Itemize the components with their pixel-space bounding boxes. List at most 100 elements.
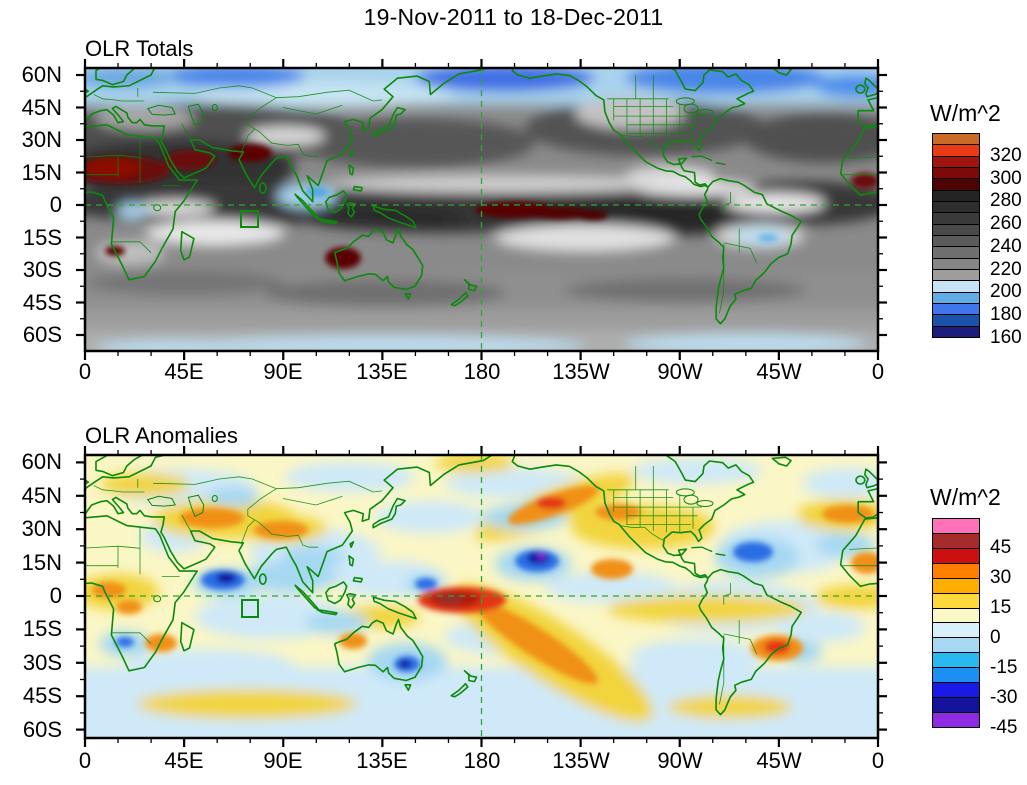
- x-tick-label: 45E: [164, 748, 204, 773]
- colorbar-cell: [933, 212, 979, 224]
- y-tick-label: 45N: [21, 483, 62, 508]
- x-tick-label: 45E: [164, 359, 204, 384]
- x-tick-label: 135E: [356, 748, 408, 773]
- colorbar-cell: [933, 577, 979, 593]
- colorbar-tick-label: 180: [990, 304, 1022, 326]
- colorbar-tick-label: 160: [990, 327, 1022, 348]
- colorbar-tick-label: 320: [990, 144, 1022, 166]
- panel1-x-axis: 0 45E 90E 135E 180 135W 90W 45W 0: [79, 359, 884, 389]
- colorbar-cell: [933, 144, 979, 156]
- panel1-colorbar-labels: 320 300 280 260 240 220 200 180 160: [990, 133, 1027, 348]
- colorbar-tick-label: 220: [990, 258, 1022, 280]
- colorbar-cell: [933, 302, 979, 315]
- y-tick-label: 15S: [22, 616, 62, 641]
- colorbar-cell: [933, 711, 979, 727]
- colorbar-cell: [933, 607, 979, 623]
- panel2-x-axis: 0 45E 90E 135E 180 135W 90W 45W 0: [79, 748, 884, 778]
- colorbar-tick-label: 240: [990, 235, 1022, 257]
- y-tick-label: 60S: [22, 717, 62, 742]
- y-tick-label: 30N: [21, 127, 62, 152]
- x-tick-label: 90W: [657, 359, 703, 384]
- y-tick-label: 0: [49, 583, 62, 608]
- colorbar-tick-label: 280: [990, 190, 1022, 212]
- colorbar-tick-label: 260: [990, 213, 1022, 235]
- y-tick-label: 60N: [21, 449, 62, 474]
- colorbar-cell: [933, 280, 979, 292]
- colorbar-tick-label: 15: [990, 597, 1012, 618]
- x-tick-label: 180: [463, 748, 501, 773]
- x-tick-label: 45W: [756, 359, 802, 384]
- y-tick-label: 15N: [21, 159, 62, 185]
- index-region-box: [241, 599, 259, 618]
- y-tick-label: 0: [49, 192, 62, 217]
- panel2-colorbar-units: W/m^2: [930, 484, 1001, 510]
- y-tick-label: 60S: [22, 322, 62, 347]
- panel2-title: OLR Anomalies: [85, 423, 238, 448]
- y-tick-label: 15S: [22, 224, 62, 250]
- colorbar-cell: [933, 155, 979, 167]
- index-region-box: [240, 210, 259, 228]
- x-tick-label: 135E: [356, 359, 408, 384]
- x-tick-label: 45W: [756, 748, 802, 773]
- x-tick-label: 180: [463, 359, 501, 384]
- colorbar-cell: [933, 519, 979, 533]
- colorbar-cell: [933, 532, 979, 548]
- y-tick-label: 45S: [22, 289, 62, 315]
- colorbar-tick-label: 0: [990, 627, 1001, 648]
- colorbar-cell: [933, 223, 979, 235]
- colorbar-tick-label: -30: [990, 687, 1018, 708]
- colorbar-cell: [933, 314, 979, 326]
- y-tick-label: 60N: [21, 62, 62, 87]
- colorbar-tick-label: 45: [990, 537, 1012, 558]
- panel2-colorbar: [932, 518, 980, 728]
- colorbar-cell: [933, 200, 979, 213]
- colorbar-cell: [933, 246, 979, 258]
- x-tick-label: 0: [871, 748, 885, 773]
- colorbar-cell: [933, 637, 979, 653]
- x-tick-label: 0: [871, 359, 885, 384]
- panel2-colorbar-labels: 45 30 15 0 -15 -30 -45: [990, 518, 1027, 738]
- x-tick-label: 0: [78, 748, 92, 773]
- colorbar-tick-label: 200: [990, 281, 1022, 303]
- x-tick-label: 0: [78, 359, 92, 384]
- colorbar-cell: [933, 592, 979, 608]
- colorbar-tick-label: -15: [990, 657, 1018, 678]
- colorbar-cell: [933, 622, 979, 638]
- colorbar-cell: [933, 166, 979, 179]
- x-tick-label: 90E: [263, 748, 303, 773]
- colorbar-cell: [933, 325, 979, 337]
- panel1-y-axis: 60N 45N 30N 15N 0 15S 30S 45S 60S: [0, 62, 62, 351]
- olr-totals-map: [76, 59, 887, 360]
- panel1-title: OLR Totals: [85, 36, 194, 61]
- colorbar-tick-label: -45: [990, 717, 1018, 738]
- colorbar-cell: [933, 547, 979, 563]
- colorbar-cell: [933, 682, 979, 698]
- colorbar-tick-label: 300: [990, 167, 1022, 189]
- y-tick-label: 30S: [22, 650, 62, 675]
- y-tick-label: 30S: [22, 257, 62, 282]
- colorbar-cell: [933, 697, 979, 712]
- y-tick-label: 15N: [21, 550, 62, 575]
- colorbar-tick-label: 30: [990, 567, 1012, 588]
- colorbar-cell: [933, 178, 979, 190]
- panel1-colorbar-units: W/m^2: [930, 100, 1001, 126]
- colorbar-cell: [933, 189, 979, 201]
- x-tick-label: 90W: [657, 748, 703, 773]
- y-tick-label: 45S: [22, 683, 62, 708]
- x-tick-label: 135W: [552, 748, 610, 773]
- y-tick-label: 45N: [21, 94, 62, 120]
- colorbar-cell: [933, 234, 979, 247]
- colorbar-cell: [933, 134, 979, 145]
- colorbar-cell: [933, 268, 979, 281]
- colorbar-cell: [933, 291, 979, 303]
- colorbar-cell: [933, 667, 979, 683]
- y-tick-label: 30N: [21, 516, 62, 541]
- panel1-colorbar: [932, 133, 980, 338]
- page-title: 19-Nov-2011 to 18-Dec-2011: [363, 4, 664, 30]
- colorbar-cell: [933, 257, 979, 269]
- x-tick-label: 135W: [552, 359, 610, 384]
- colorbar-cell: [933, 652, 979, 668]
- olr-anomalies-map: [76, 446, 887, 747]
- colorbar-cell: [933, 562, 979, 578]
